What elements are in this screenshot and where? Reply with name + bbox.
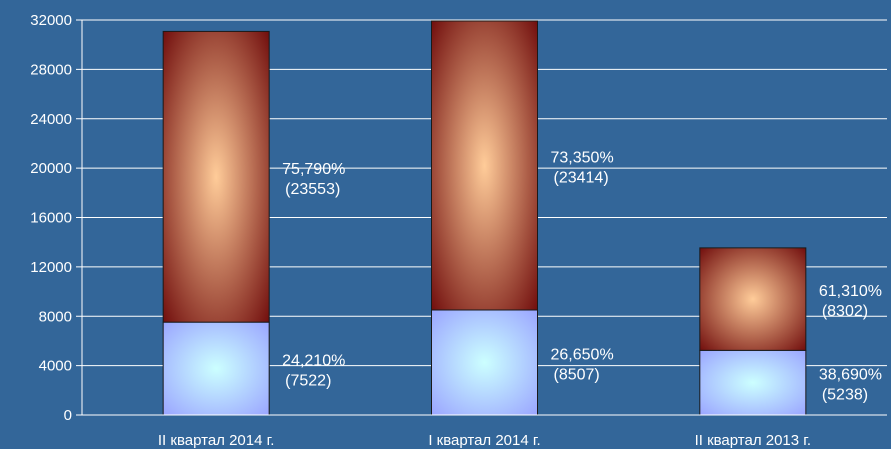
data-label-percent: 61,310% xyxy=(819,283,882,300)
x-category-label: II квартал 2013 г. xyxy=(695,432,812,449)
data-label-percent: 24,210% xyxy=(282,353,345,370)
x-category-label: II квартал 2014 г. xyxy=(158,432,275,449)
y-tick-label: 16000 xyxy=(30,210,72,227)
data-label-value: (23553) xyxy=(285,181,340,198)
y-tick-label: 24000 xyxy=(30,111,72,128)
y-tick-label: 28000 xyxy=(30,61,72,78)
data-label-value: (23414) xyxy=(554,169,609,186)
data-label-value: (7522) xyxy=(285,373,331,390)
y-tick-label: 8000 xyxy=(39,308,72,325)
data-label-value: (5238) xyxy=(822,387,868,404)
data-label-percent: 73,350% xyxy=(551,149,614,166)
y-tick-label: 20000 xyxy=(30,160,72,177)
data-label-value: (8302) xyxy=(822,303,868,320)
data-label-value: (8507) xyxy=(554,366,600,383)
axes: 0 4000 8000 12000 16000 20000 24000 28000 32000 I… xyxy=(30,12,887,449)
bar-segment xyxy=(699,247,807,351)
x-category-label: I квартал 2014 г. xyxy=(428,432,540,449)
bar-segment xyxy=(699,349,807,416)
bar-segment xyxy=(431,20,538,311)
data-label-percent: 75,790% xyxy=(282,161,345,178)
y-tick-label: 0 xyxy=(64,407,72,424)
data-label-percent: 38,690% xyxy=(819,367,882,384)
bars xyxy=(162,20,807,416)
data-label-percent: 26,650% xyxy=(551,346,614,363)
data-labels: 24,210% (7522) 75,790% (23553) 26,650% (8507)… xyxy=(282,149,882,403)
bar-segment xyxy=(162,30,270,323)
bar-segment xyxy=(431,309,538,416)
y-tick-label: 4000 xyxy=(39,358,72,375)
y-tick-label: 32000 xyxy=(30,12,72,29)
y-tick-label: 12000 xyxy=(30,259,72,276)
bar-segment xyxy=(162,321,270,416)
